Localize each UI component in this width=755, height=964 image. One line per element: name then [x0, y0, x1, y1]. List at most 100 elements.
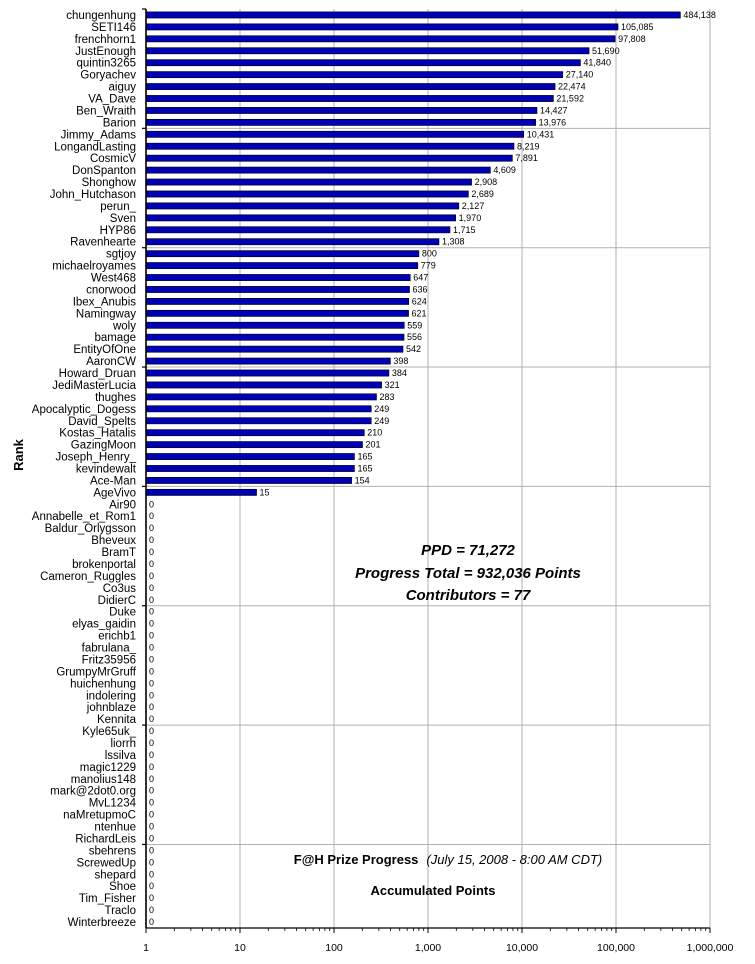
category-label: JustEnough: [75, 46, 136, 58]
category-label: mark@2dot0.org: [50, 786, 136, 798]
value-label: 0: [149, 857, 154, 867]
category-label: cnorwood: [86, 284, 136, 296]
value-label: 4,609: [493, 165, 516, 175]
value-label: 0: [149, 762, 154, 772]
value-label: 27,140: [566, 70, 594, 80]
caption-subtitle: Accumulated Points: [371, 883, 496, 898]
category-label: johnblaze: [86, 702, 136, 714]
category-label: Traclo: [104, 905, 136, 917]
value-label: 779: [421, 261, 436, 271]
category-label: elyas_gaidin: [72, 619, 136, 631]
x-tick-label: 1,000,000: [687, 942, 734, 954]
value-label: 0: [149, 726, 154, 736]
category-label: Winterbreeze: [68, 917, 136, 929]
value-label: 0: [149, 535, 154, 545]
category-label: Bheveux: [91, 535, 136, 547]
bar: [145, 321, 405, 329]
bar: [145, 214, 456, 222]
x-tick-label: 100: [325, 942, 343, 954]
bar: [145, 178, 472, 186]
value-label: 1,715: [453, 225, 476, 235]
category-label: Namingway: [76, 308, 136, 320]
value-label: 2,908: [475, 177, 498, 187]
caption-title: F@H Prize Progress: [294, 852, 419, 867]
category-label: naMretupmoC: [63, 810, 136, 822]
value-labels: 484,138 105,085 97,808 51,690 41,840 27,140 22…: [149, 10, 716, 927]
category-label: LongandLasting: [54, 141, 136, 153]
value-label: 2,127: [462, 201, 485, 211]
x-tick-label: 10: [234, 942, 246, 954]
value-label: 0: [149, 631, 154, 641]
value-label: 0: [149, 643, 154, 653]
value-label: 556: [407, 332, 422, 342]
category-label: magic1229: [80, 762, 136, 774]
category-label: Cameron_Ruggles: [40, 571, 136, 583]
category-label: Shoe: [109, 881, 136, 893]
x-tick-label: 10,000: [506, 942, 538, 954]
category-label: VA_Dave: [88, 94, 136, 106]
category-label: MvL1234: [89, 798, 137, 810]
bar: [145, 202, 460, 210]
value-label: 249: [374, 404, 389, 414]
value-label: 8,219: [517, 141, 540, 151]
value-label: 398: [393, 356, 408, 366]
category-label: ScrewedUp: [77, 857, 136, 869]
category-label: RichardLeis: [75, 833, 136, 845]
value-label: 0: [149, 786, 154, 796]
category-label: frenchhorn1: [75, 34, 136, 46]
bar: [145, 262, 419, 270]
value-label: 0: [149, 798, 154, 808]
bar: [145, 345, 404, 353]
bar: [145, 441, 363, 449]
value-label: 647: [413, 273, 428, 283]
bar: [145, 35, 616, 43]
bar: [145, 154, 513, 162]
category-label: AaronCW: [86, 356, 136, 368]
value-label: 321: [385, 380, 400, 390]
bar: [145, 142, 515, 150]
value-label: 0: [149, 869, 154, 879]
value-label: 22,474: [558, 82, 586, 92]
bar: [145, 477, 352, 484]
category-label: John_Hutchason: [50, 189, 136, 201]
value-label: 0: [149, 905, 154, 915]
value-label: 0: [149, 845, 154, 855]
value-label: 0: [149, 559, 154, 569]
category-label: bamage: [94, 332, 136, 344]
value-label: 0: [149, 917, 154, 927]
category-label: thughes: [95, 392, 136, 404]
bar: [145, 465, 355, 472]
axes: [142, 8, 711, 933]
value-label: 0: [149, 571, 154, 581]
value-label: 21,592: [556, 94, 584, 104]
category-label: Co3us: [103, 583, 136, 595]
bar: [145, 309, 409, 317]
bar: [145, 226, 451, 234]
bar: [145, 298, 410, 305]
value-label: 559: [407, 320, 422, 330]
bar: [145, 453, 355, 460]
category-label: GazingMoon: [71, 440, 136, 452]
bar: [145, 166, 491, 174]
caption-line: F@H Prize Progress (July 15, 2008 - 8:00…: [294, 851, 602, 868]
bar: [145, 274, 411, 281]
category-labels: chungenhungSETI146frenchhorn1JustEnoughq…: [32, 10, 137, 929]
category-label: Kyle65uk_: [82, 726, 136, 738]
category-label: GrumpyMrGruff: [56, 666, 136, 678]
value-label: 13,976: [539, 117, 567, 127]
category-label: Goryachev: [80, 70, 136, 82]
category-label: huichenhung: [70, 678, 136, 690]
bar: [145, 95, 554, 102]
value-label: 51,690: [592, 46, 620, 56]
category-label: West468: [91, 273, 136, 285]
value-label: 0: [149, 547, 154, 557]
category-label: Sven: [110, 213, 136, 225]
bar: [145, 107, 538, 114]
category-label: indolering: [86, 690, 136, 702]
category-label: Ace-Man: [90, 475, 136, 487]
bar: [145, 118, 536, 126]
value-label: 542: [406, 344, 421, 354]
value-label: 0: [149, 499, 154, 509]
category-label: liorrh: [110, 738, 136, 750]
bar: [145, 429, 365, 437]
